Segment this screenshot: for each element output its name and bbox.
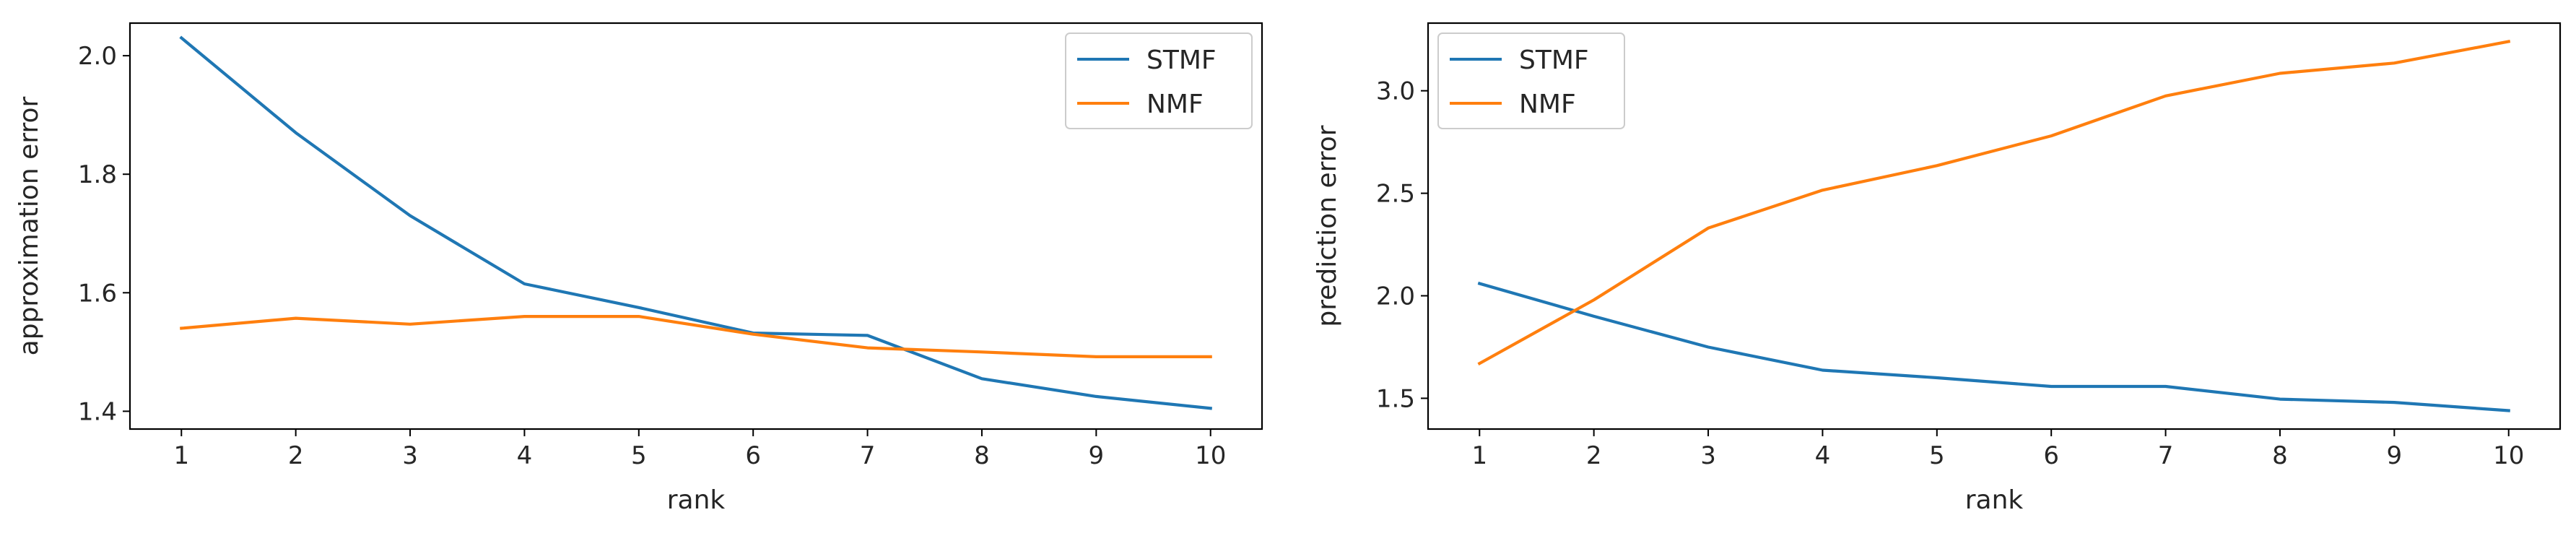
x-tick-label: 3	[1700, 441, 1716, 470]
legend: STMF NMF	[1437, 33, 1625, 129]
x-tick-label: 6	[745, 441, 761, 470]
x-tick-label: 9	[2387, 441, 2403, 470]
y-tick-label: 3.0	[1376, 77, 1415, 106]
y-tick-label: 2.5	[1376, 180, 1415, 209]
x-tick-label: 1	[1471, 441, 1487, 470]
series-line-nmf	[1477, 40, 2511, 366]
legend-label-stmf: STMF	[1519, 46, 1589, 75]
x-tick-label: 6	[2043, 441, 2059, 470]
chart-approximation-error: 1 2 3 4 5 6 7 8 9 10 1.4 1.6 1.8 2.0 rank approximati…	[14, 22, 1263, 515]
series-line-stmf	[1477, 281, 2510, 412]
x-tick-label: 8	[2272, 441, 2288, 470]
y-tick-label: 2.0	[78, 42, 117, 71]
x-tick-label: 4	[517, 441, 533, 470]
x-tick-label: 3	[402, 441, 418, 470]
x-axis-label: rank	[667, 485, 726, 515]
series-line-stmf	[179, 35, 1213, 410]
series-line-nmf	[180, 315, 1212, 358]
legend-label-nmf: NMF	[1519, 90, 1576, 119]
x-tick-label: 5	[1929, 441, 1945, 470]
y-tick-label: 1.5	[1376, 384, 1415, 413]
y-axis-label: prediction error	[1313, 125, 1342, 326]
y-axis-label: approximation error	[14, 96, 44, 355]
x-tick-label: 7	[2158, 441, 2174, 470]
x-tick-label: 2	[1586, 441, 1602, 470]
x-tick-label: 7	[860, 441, 876, 470]
legend-label-stmf: STMF	[1146, 46, 1217, 75]
y-tick-label: 2.0	[1376, 282, 1415, 311]
x-tick-label: 4	[1815, 441, 1831, 470]
plot-frame	[129, 22, 1263, 430]
x-tick-label: 5	[631, 441, 647, 470]
x-axis-label: rank	[1965, 485, 2024, 515]
x-tick-label: 9	[1089, 441, 1105, 470]
x-tick-label: 1	[173, 441, 189, 470]
chart-prediction-error: 1 2 3 4 5 6 7 8 9 10 1.5 2.0 2.5 3.0 rank prediction …	[1313, 22, 2562, 515]
x-tick-label: 10	[2493, 441, 2524, 470]
legend: STMF NMF	[1065, 33, 1253, 129]
y-tick-label: 1.8	[78, 160, 117, 189]
plot-frame	[1427, 22, 2562, 430]
x-tick-label: 2	[288, 441, 304, 470]
y-tick-label: 1.4	[78, 397, 117, 426]
x-tick-label: 10	[1195, 441, 1226, 470]
x-tick-label: 8	[974, 441, 990, 470]
legend-label-nmf: NMF	[1146, 90, 1204, 119]
y-tick-label: 1.6	[78, 279, 117, 308]
